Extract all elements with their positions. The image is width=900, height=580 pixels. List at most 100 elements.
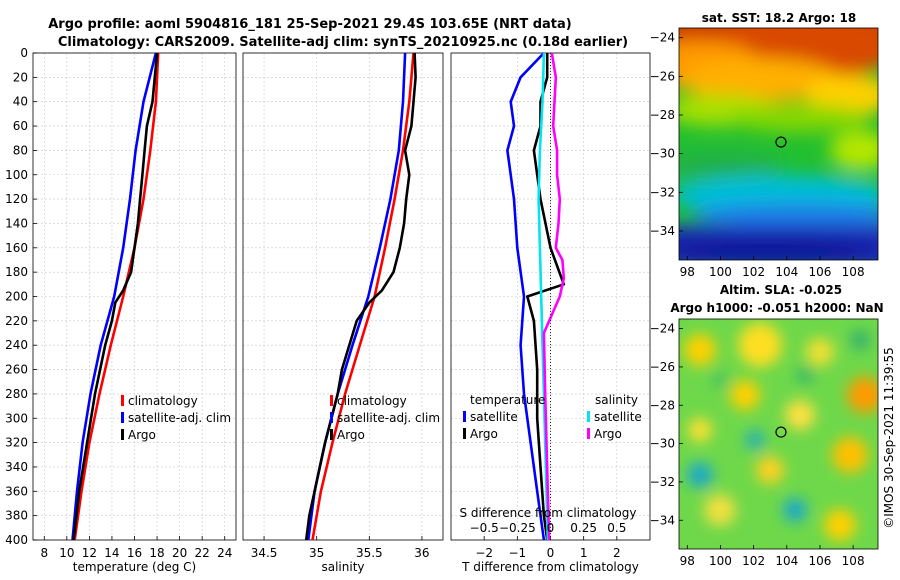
y-tick-label: 260 [5,363,28,377]
x-tick-label: 14 [104,546,119,560]
legend-title-temperature: temperature [470,393,545,407]
series-line-salinity-argo [542,52,566,541]
x-tick-label: 34.5 [251,546,278,560]
map-x-tick-label: 100 [709,265,732,279]
header-line2: Climatology: CARS2009. Satellite-adj cli… [58,35,628,50]
map-x-tick-label: 98 [680,265,695,279]
map-y-tick-label: −30 [650,437,675,451]
legend-swatch [463,411,466,422]
x-tick-label: 36 [414,546,429,560]
legend-label: satellite-adj. clim [337,411,440,425]
y-tick-label: 100 [5,168,28,182]
series-line-climatology [73,52,160,541]
map-y-tick-label: −32 [650,475,675,489]
legend-swatch [121,412,124,423]
x2-tick-label: 0.5 [607,521,626,535]
y-tick-label: 160 [5,241,28,255]
sla-argo-location-marker [775,426,787,438]
y-tick-label: 400 [5,533,28,547]
x-tick-label: 1 [580,546,588,560]
sst-map-title: sat. SST: 18.2 Argo: 18 [702,11,856,25]
map-y-tick-label: −34 [650,513,675,527]
y-tick-label: 80 [13,143,28,157]
map-x-tick-label: 108 [842,554,865,568]
map-x-tick-label: 106 [809,554,832,568]
map-x-tick-label: 98 [680,554,695,568]
y-tick-label: 360 [5,484,28,498]
legend-label: Argo [470,427,498,441]
x-tick-label: 8 [40,546,48,560]
y-tick-label: 20 [13,70,28,84]
x-tick-label: 22 [195,546,210,560]
map-x-tick-label: 104 [775,554,798,568]
difference-panel: −2 −1 0 1 2T difference from climatology −0.5… [450,52,651,574]
map-x-tick-label: 106 [809,265,832,279]
map-y-tick-label: −24 [650,322,675,336]
header-line1: Argo profile: aoml 5904816_181 25-Sep-20… [48,17,572,32]
map-y-tick-label: −34 [650,224,675,238]
x2-tick-label: 0 [547,521,555,535]
x-tick-label: 35.5 [356,546,383,560]
sst-map-frame [678,27,879,261]
y-tick-label: 300 [5,411,28,425]
legend-swatch [330,395,333,406]
x2-tick-label: 0.25 [570,521,597,535]
sla-map-title: Altim. SLA: -0.025 [720,283,842,297]
legend-swatch [330,412,333,423]
map-x-tick-label: 104 [775,265,798,279]
x-tick-label: −2 [475,546,493,560]
x-tick-label: 0 [547,546,555,560]
x-tick-label: 16 [127,546,142,560]
map-y-tick-label: −28 [650,398,675,412]
x-tick-label: 18 [149,546,164,560]
legend-label: satellite [594,410,642,424]
map-y-tick-label: −24 [650,31,675,45]
y-tick-label: 180 [5,265,28,279]
x-axis-label: temperature (deg C) [73,560,196,574]
credit-text: ©IMOS 30-Sep-2021 11:39:55 [882,347,896,529]
legend-label: satellite-adj. clim [128,411,231,425]
map-x-tick-label: 100 [709,554,732,568]
y-tick-label: 340 [5,460,28,474]
x-tick-label: 12 [82,546,97,560]
salinity-panel: 34.5 35 35.5 36 salinity climatology satellite… [242,52,444,574]
axes-frame [242,52,444,541]
x-tick-label: −1 [508,546,526,560]
x-tick-label: 24 [217,546,232,560]
y-tick-label: 320 [5,436,28,450]
map-x-tick-label: 102 [742,554,765,568]
x2-axis-label: S difference from climatology [460,506,637,520]
map-x-tick-label: 102 [742,265,765,279]
x2-tick-label: −0.25 [499,521,536,535]
series-line-argo [304,52,417,541]
x-tick-label: 35 [309,546,324,560]
sla-heatmap-image [679,319,878,549]
x-axis-label: salinity [321,560,364,574]
legend-label: Argo [337,428,365,442]
x-tick-label: 20 [172,546,187,560]
map-y-tick-label: −28 [650,108,675,122]
temperature-panel: 8 10 12 14 16 18 20 22 24 temperature (deg C) 0 20 4… [5,46,237,574]
series-line-temperature-satellite [506,52,546,541]
x2-tick-label: −0.5 [470,521,499,535]
legend-swatch [330,429,333,440]
map-y-tick-label: −26 [650,69,675,83]
legend-label: Argo [128,428,156,442]
x-tick-label: 10 [59,546,74,560]
y-tick-label: 240 [5,338,28,352]
y-tick-label: 120 [5,192,28,206]
y-tick-label: 40 [13,95,28,109]
legend-label: Argo [594,427,622,441]
legend-swatch [121,395,124,406]
y-tick-label: 220 [5,314,28,328]
series-line-satellite-adj-clim [71,52,158,541]
sla-map-frame [678,318,879,550]
map-y-tick-label: −26 [650,360,675,374]
series-line-temperature-argo [525,53,566,541]
legend-swatch [587,411,590,422]
legend-title-salinity: salinity [595,393,638,407]
map-y-tick-label: −30 [650,147,675,161]
y-tick-label: 140 [5,216,28,230]
sst-argo-location-marker [775,136,787,148]
